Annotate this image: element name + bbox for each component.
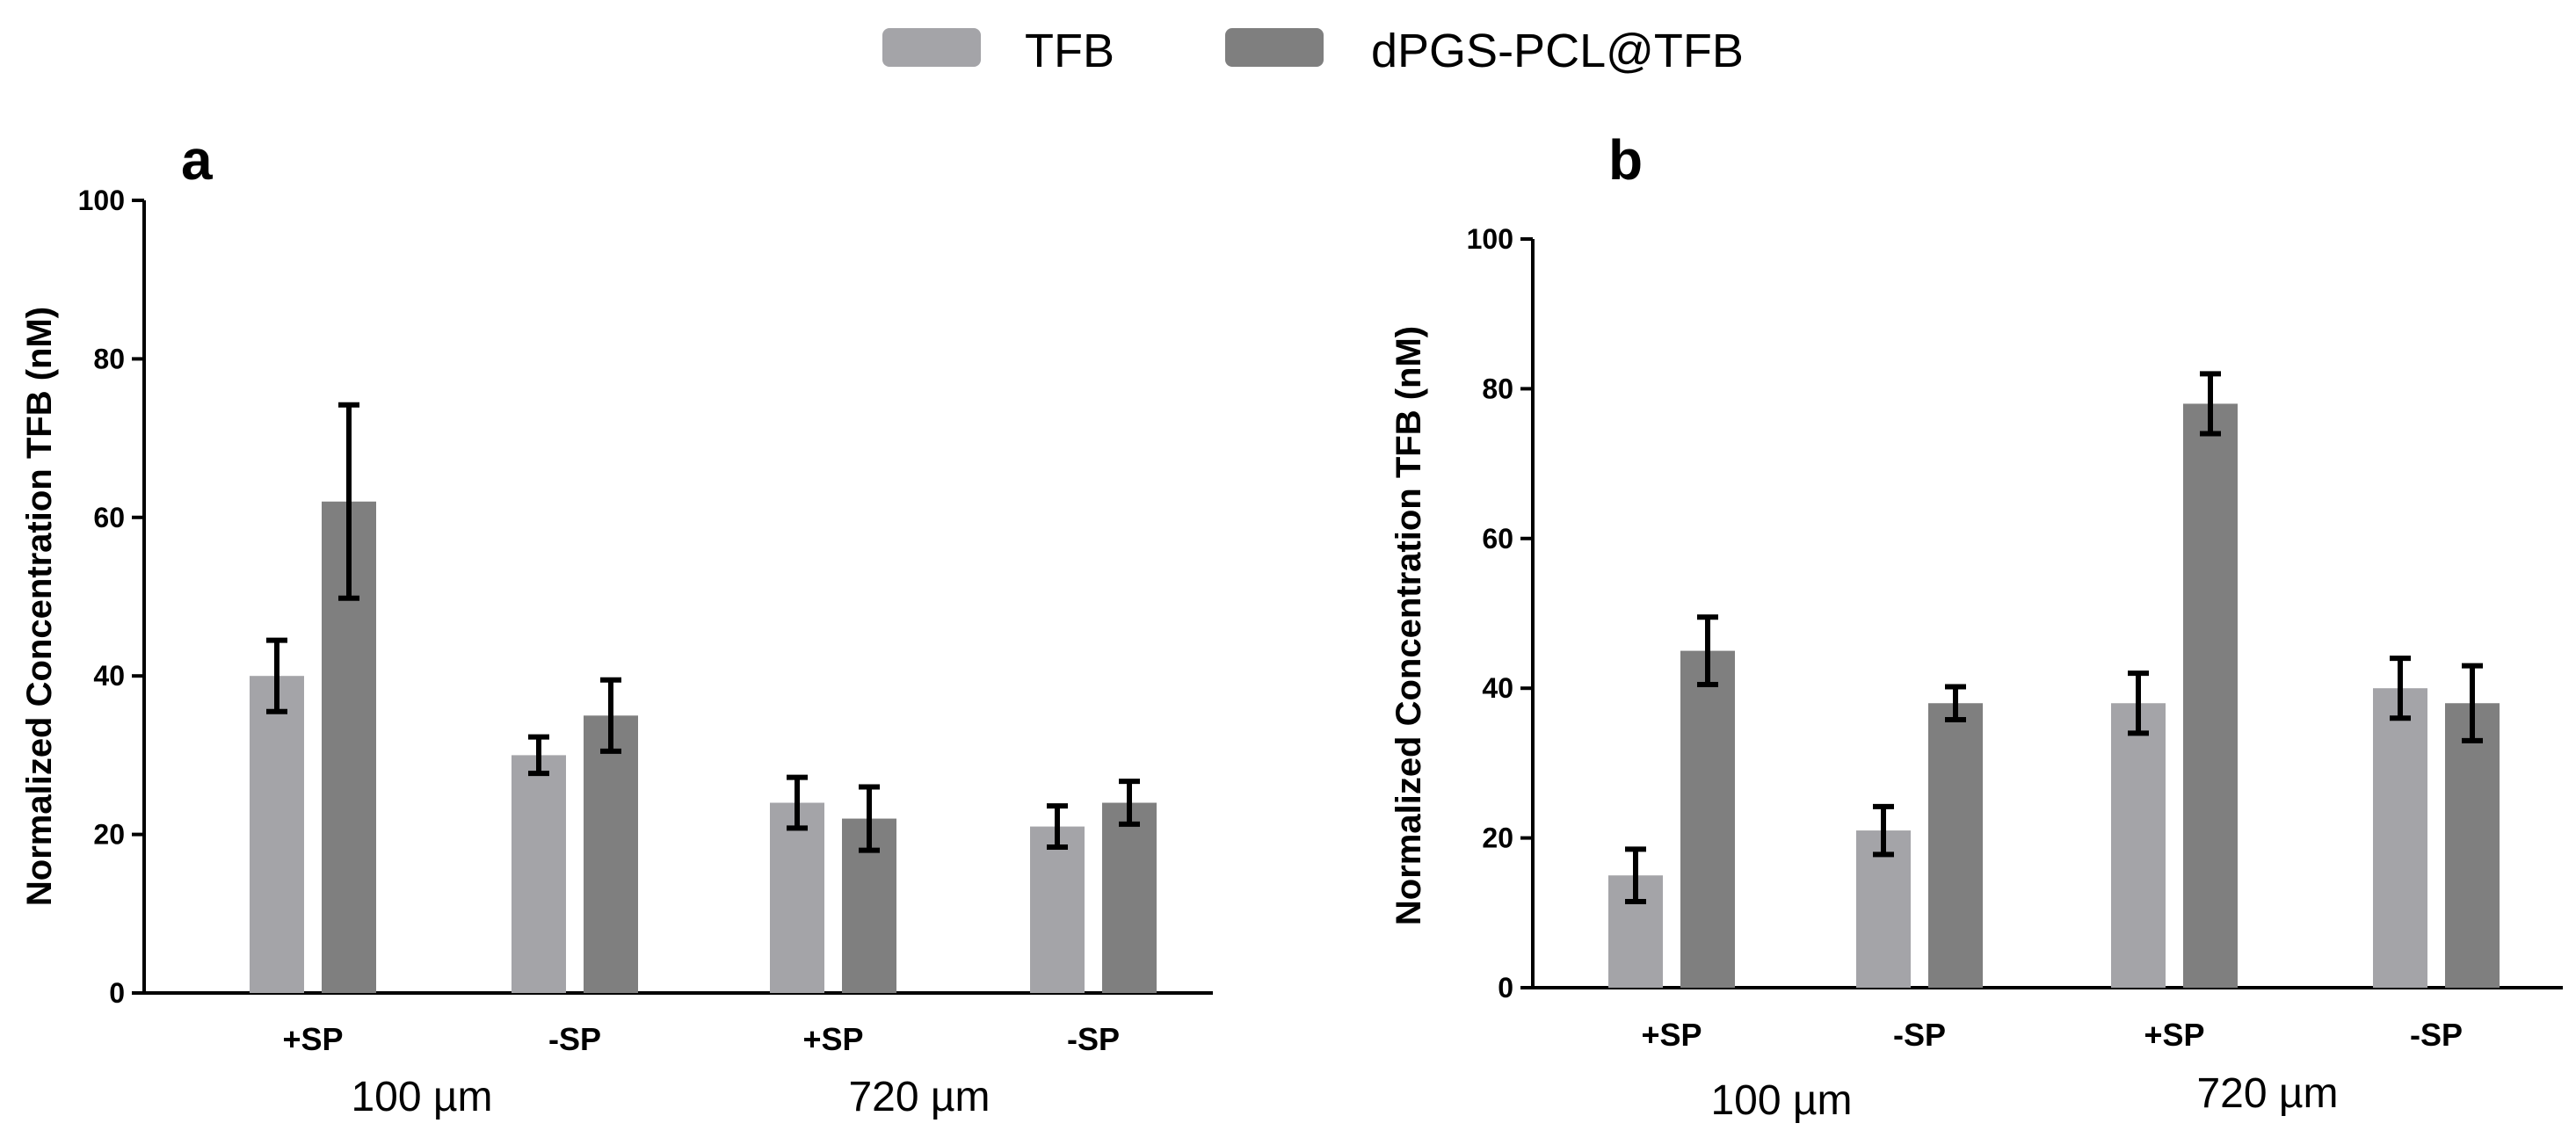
y-tick-label: 0	[1498, 972, 1513, 1004]
error-bar	[528, 734, 549, 777]
panel-a-group-label-720: 720 µm	[848, 1074, 990, 1120]
x-tick-label: -SP	[1067, 1021, 1120, 1057]
panel-a-y-axis-title: Normalized Concentration TFB (nM)	[20, 307, 59, 906]
y-tick-label: 40	[93, 660, 125, 692]
panel-a-plot: 0 20 40 60 80 100 +SP -SP +SP -SP	[78, 185, 1213, 1057]
x-tick-label: -SP	[2410, 1017, 2463, 1053]
bar-tfb	[1030, 826, 1085, 993]
panel-b-label: b	[1608, 128, 1643, 192]
error-bar	[1873, 803, 1894, 858]
y-tick-label: 40	[1482, 672, 1513, 704]
error-bar	[1945, 684, 1966, 722]
bar-tfb	[512, 755, 566, 993]
y-tick-label: 80	[93, 343, 125, 374]
y-tick-label: 20	[1482, 823, 1513, 854]
y-tick-label: 100	[1467, 223, 1513, 255]
legend-swatch-dpgs	[1225, 28, 1324, 67]
error-bar	[2128, 670, 2149, 736]
y-tick-label: 100	[78, 185, 125, 216]
bar-tfb	[250, 676, 304, 993]
x-tick-label: -SP	[548, 1021, 601, 1057]
error-bar	[2390, 656, 2411, 721]
error-bar	[859, 784, 880, 853]
panel-b-group-label-100: 100 µm	[1710, 1077, 1852, 1124]
error-bar	[2462, 663, 2483, 743]
y-tick-label: 60	[93, 502, 125, 533]
x-tick-label: +SP	[282, 1021, 343, 1057]
error-bar	[266, 637, 287, 714]
bar-dpgs	[2445, 703, 2500, 988]
bar-dpgs	[1928, 703, 1983, 988]
bar-tfb	[2111, 703, 2166, 988]
panel-a-label: a	[181, 128, 213, 192]
bar-dpgs	[1102, 802, 1157, 993]
bar-tfb	[2373, 688, 2427, 988]
legend-swatch-tfb	[882, 28, 981, 67]
y-tick-label: 80	[1482, 373, 1513, 404]
bar-tfb	[770, 802, 824, 993]
y-tick-label: 60	[1482, 523, 1513, 554]
error-bar	[1625, 846, 1646, 905]
legend: TFB dPGS-PCL@TFB	[882, 25, 1744, 77]
bar-dpgs	[1680, 650, 1735, 988]
error-bar	[600, 677, 621, 754]
panel-a-group-label-100: 100 µm	[351, 1074, 492, 1120]
error-bar	[1119, 779, 1140, 827]
panel-b-y-axis-title: Normalized Concentration TFB (nM)	[1390, 326, 1428, 925]
panel-a: a Normalized Concentration TFB (nM) 100 …	[20, 128, 1213, 1120]
bar-dpgs	[584, 715, 638, 993]
bar-dpgs	[2183, 403, 2238, 988]
x-tick-label: +SP	[2144, 1017, 2204, 1053]
error-bar	[1047, 803, 1068, 851]
error-bar	[338, 402, 359, 601]
legend-label-dpgs: dPGS-PCL@TFB	[1371, 25, 1744, 77]
y-tick-label: 20	[93, 819, 125, 851]
error-bar	[1697, 614, 1718, 687]
panel-b-plot: 0 20 40 60 80 100 +SP -SP +SP -SP	[1467, 223, 2563, 1053]
x-tick-label: -SP	[1893, 1017, 1946, 1053]
x-tick-label: +SP	[802, 1021, 863, 1057]
error-bar	[2200, 371, 2221, 437]
y-tick-label: 0	[109, 977, 125, 1009]
error-bar	[787, 774, 808, 831]
panel-b-group-label-720: 720 µm	[2196, 1070, 2338, 1117]
legend-label-tfb: TFB	[1025, 25, 1114, 77]
x-tick-label: +SP	[1641, 1017, 1702, 1053]
panel-b: b Normalized Concentration TFB (nM) 100 …	[1390, 128, 2563, 1124]
